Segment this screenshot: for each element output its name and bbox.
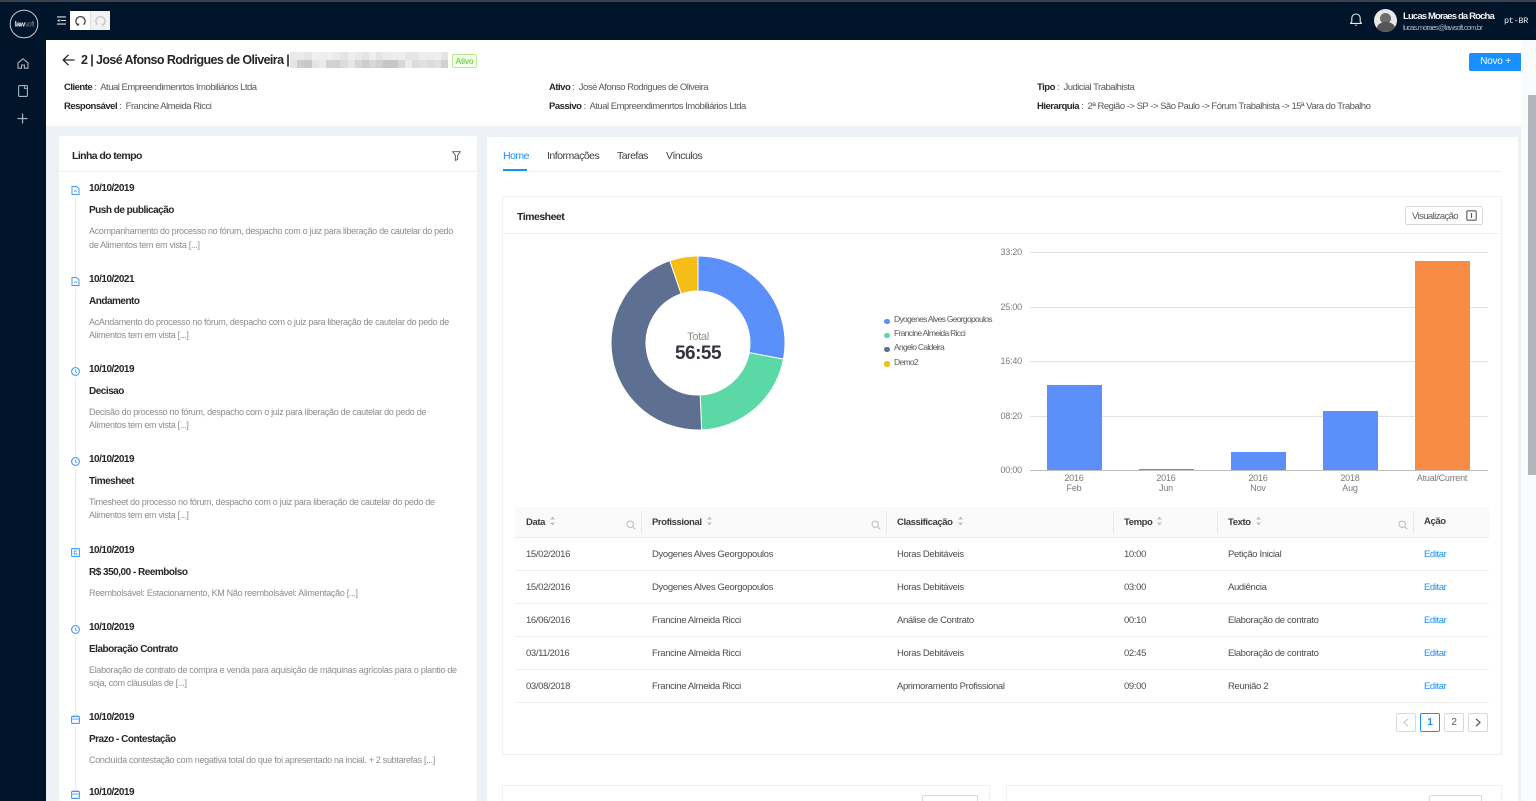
svg-text:soft: soft [25,22,35,29]
svg-text:law: law [15,22,26,29]
